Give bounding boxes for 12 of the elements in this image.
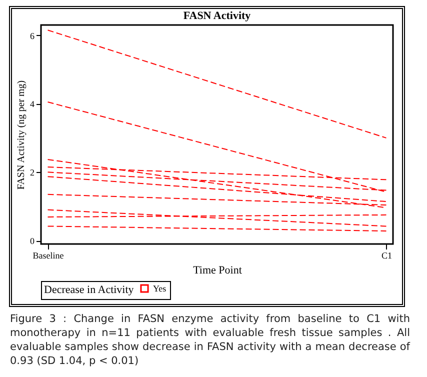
y-tick-label: 6 xyxy=(30,30,35,41)
y-axis-title: FASN Activity (ng per mg) xyxy=(16,80,27,190)
y-tick-label: 2 xyxy=(30,168,34,178)
legend-title: Decrease in Activity xyxy=(44,284,134,296)
caption: Figure 3 : Change in FASN enzyme activity from baseline to C1 with monotherapy in n=11 patients with evaluable fresh tissue samples . All evaluable samples show decrease in FASN activity with a mean decrease of 0.93 (SD 1.04, p < 0.01) xyxy=(10,312,410,368)
legend-label: Yes xyxy=(153,284,167,294)
chart-title: FASN Activity xyxy=(183,10,252,22)
x-tick-label: C1 xyxy=(381,250,392,260)
y-tick-label: 0 xyxy=(30,236,35,246)
x-tick-label: Baseline xyxy=(32,250,64,260)
y-tick-label: 4 xyxy=(30,99,35,110)
x-axis-title: Time Point xyxy=(193,264,242,276)
